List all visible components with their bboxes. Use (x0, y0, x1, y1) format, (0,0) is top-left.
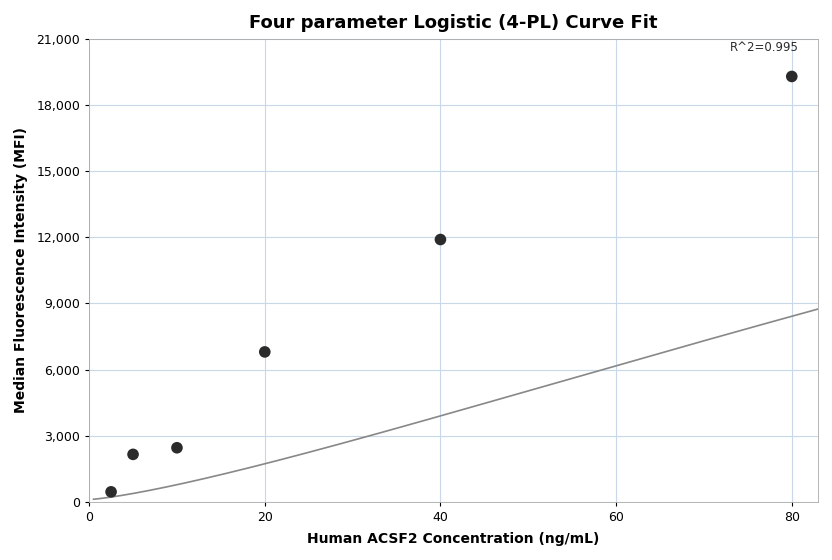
Text: R^2=0.995: R^2=0.995 (730, 41, 800, 54)
Point (171, 444, 184, 452)
Title: Four parameter Logistic (4-PL) Curve Fit: Four parameter Logistic (4-PL) Curve Fit (250, 14, 658, 32)
Point (258, 347, 271, 356)
Point (785, 72, 799, 81)
Point (126, 450, 140, 459)
X-axis label: Human ACSF2 Concentration (ng/mL): Human ACSF2 Concentration (ng/mL) (308, 532, 600, 546)
Point (105, 487, 118, 496)
Point (433, 235, 447, 244)
Y-axis label: Median Fluorescence Intensity (MFI): Median Fluorescence Intensity (MFI) (14, 127, 28, 413)
